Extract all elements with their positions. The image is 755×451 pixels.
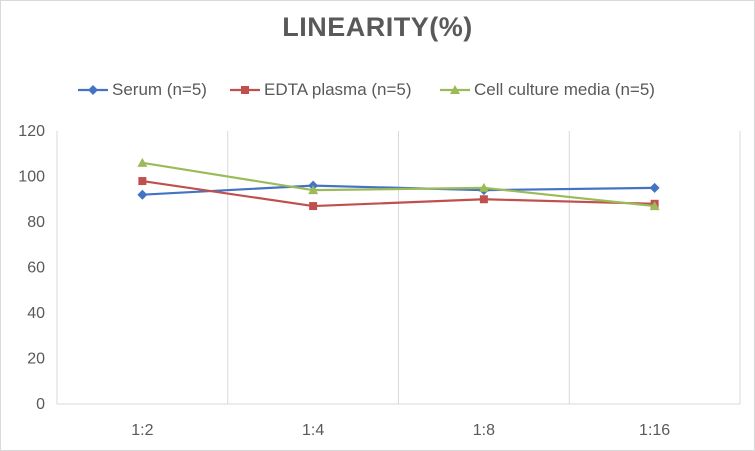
data-point-0	[649, 182, 660, 193]
y-tick-label: 120	[18, 123, 45, 140]
x-tick-label: 1:4	[302, 422, 324, 439]
data-point-2	[308, 185, 319, 195]
legend-marker-serum	[78, 85, 108, 95]
data-point-1	[479, 195, 488, 204]
x-tick-label: 1:2	[131, 422, 153, 439]
legend-label-edta: EDTA plasma (n=5)	[264, 80, 412, 99]
y-tick-label: 20	[27, 351, 45, 368]
legend-item-edta: EDTA plasma (n=5)	[230, 78, 412, 102]
data-point-2	[478, 182, 489, 192]
y-tick-label: 60	[27, 260, 45, 277]
series-line-0	[142, 184, 655, 196]
y-tick-label: 100	[18, 169, 45, 186]
legend-label-serum: Serum (n=5)	[112, 80, 207, 99]
y-tick-label: 0	[36, 396, 45, 413]
legend-item-serum: Serum (n=5)	[78, 78, 207, 102]
chart-title: LINEARITY(%)	[282, 12, 473, 42]
y-tick-label: 40	[27, 305, 45, 322]
legend-marker-edta	[230, 86, 260, 94]
legend-item-cell-culture: Cell culture media (n=5)	[440, 78, 655, 102]
legend-marker-cell-culture	[440, 85, 470, 94]
y-tick-label: 80	[27, 214, 45, 231]
x-tick-label: 1:16	[639, 422, 670, 439]
series-line-2	[142, 161, 655, 208]
data-point-2	[649, 201, 660, 211]
data-point-0	[137, 189, 148, 200]
legend-label-cell-culture: Cell culture media (n=5)	[474, 80, 655, 99]
series-line-1	[142, 179, 655, 208]
data-point-1	[138, 177, 147, 186]
data-point-1	[309, 202, 318, 211]
data-point-2	[137, 157, 148, 167]
x-tick-label: 1:8	[473, 422, 495, 439]
chart-legend: Serum (n=5) EDTA plasma (n=5) Cell cultu…	[0, 78, 755, 102]
